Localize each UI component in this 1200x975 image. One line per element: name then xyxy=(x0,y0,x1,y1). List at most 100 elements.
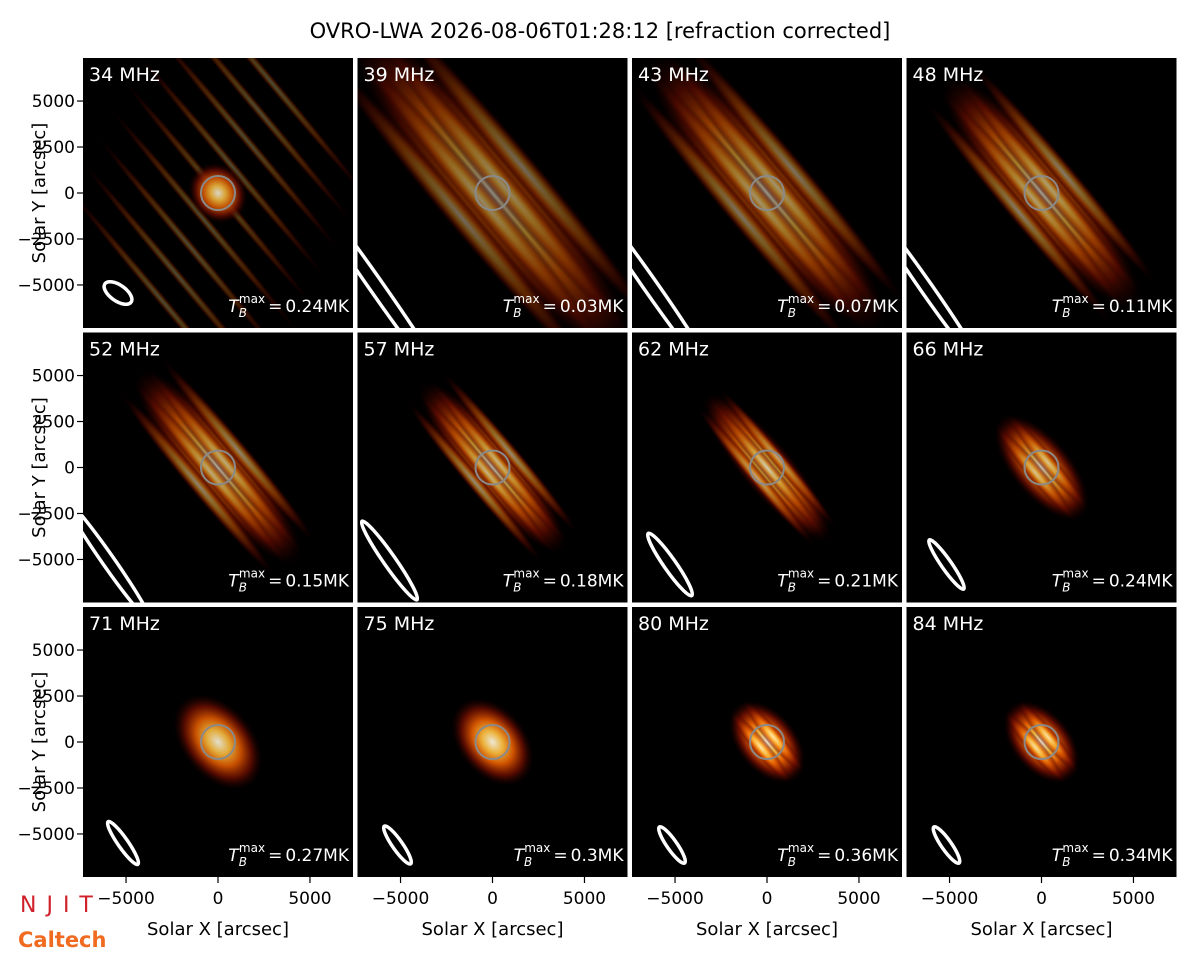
stripe xyxy=(743,701,804,773)
stripe xyxy=(972,64,1157,284)
beam xyxy=(357,179,455,328)
solar-disk xyxy=(1023,175,1060,211)
stripe xyxy=(697,407,815,546)
sidelobe xyxy=(135,58,329,281)
brightness-map xyxy=(83,58,353,328)
brightness-map xyxy=(697,389,837,546)
njit-logo: NJIT xyxy=(20,893,103,918)
stripe xyxy=(161,359,315,542)
panel xyxy=(906,58,1177,328)
tmax-symbol: T xyxy=(777,572,789,592)
tmax-label: TBmax = 0.36MK xyxy=(777,841,899,869)
tmax-equals: = xyxy=(1092,297,1106,317)
sidelobe xyxy=(83,159,274,328)
solar-disk xyxy=(474,449,511,486)
stripe xyxy=(419,392,555,553)
tmax-sub: B xyxy=(1062,581,1070,595)
y-tick-label: 5000 xyxy=(32,92,75,112)
y-axis-label: Solar Y [arcsec] xyxy=(29,123,50,264)
y-tick-label: −2500 xyxy=(17,779,75,799)
y-tick-label: −2500 xyxy=(17,230,75,250)
beam xyxy=(83,497,154,603)
brightness-map xyxy=(407,372,578,563)
y-tick-label: 0 xyxy=(64,459,75,479)
tmax-label: TBmax = 0.18MK xyxy=(503,567,625,595)
y-tick-label: −5000 xyxy=(17,276,75,296)
tmax-equals: = xyxy=(268,846,282,866)
beam xyxy=(102,279,134,307)
solar-disk xyxy=(749,175,785,211)
tmax-value: 0.15MK xyxy=(285,572,350,592)
tmax-sub: B xyxy=(239,855,247,869)
tmax-symbol: T xyxy=(514,846,526,866)
tmax-symbol: T xyxy=(228,572,240,592)
frequency-label: 34 MHz xyxy=(89,64,160,86)
y-tick-label: 5000 xyxy=(32,641,75,661)
frequency-label: 57 MHz xyxy=(364,339,435,361)
stripe xyxy=(442,372,578,533)
frequency-label: 84 MHz xyxy=(913,613,984,635)
brightness-map xyxy=(926,64,1157,322)
tmax-sup: max xyxy=(513,567,539,581)
solar-disk xyxy=(1023,449,1060,486)
beam xyxy=(381,824,414,866)
tmax-sub: B xyxy=(513,581,521,595)
stripe xyxy=(632,84,851,328)
tmax-sup: max xyxy=(239,567,265,581)
y-tick-label: 0 xyxy=(64,733,75,753)
tmax-sup: max xyxy=(788,292,814,306)
x-tick-label: 5000 xyxy=(1112,889,1155,909)
tmax-equals: = xyxy=(268,572,282,592)
tmax-equals: = xyxy=(543,572,557,592)
tmax-equals: = xyxy=(553,846,567,866)
tmax-label: TBmax = 0.24MK xyxy=(228,292,350,320)
tmax-sub: B xyxy=(239,306,247,320)
stripe xyxy=(683,58,902,302)
y-tick-label: −5000 xyxy=(17,825,75,845)
tmax-value: 0.11MK xyxy=(1109,297,1174,317)
x-axis-label: Solar X [arcsec] xyxy=(147,919,289,940)
tmax-value: 0.21MK xyxy=(834,572,899,592)
tmax-value: 0.27MK xyxy=(285,846,350,866)
x-tick-label: 0 xyxy=(762,889,773,909)
caltech-logo: Caltech xyxy=(18,928,106,952)
tmax-sup: max xyxy=(788,841,814,855)
tmax-symbol: T xyxy=(1052,846,1064,866)
stripe xyxy=(926,102,1111,322)
sidelobe xyxy=(162,58,353,227)
panel xyxy=(83,607,353,877)
panel xyxy=(906,332,1177,603)
beam xyxy=(927,538,966,591)
y-tick-label: −2500 xyxy=(17,504,75,524)
tmax-value: 0.3MK xyxy=(571,846,625,866)
tmax-value: 0.36MK xyxy=(834,846,899,866)
frequency-label: 62 MHz xyxy=(638,339,709,361)
frequency-label: 43 MHz xyxy=(638,64,709,86)
tmax-value: 0.07MK xyxy=(834,297,899,317)
tmax-symbol: T xyxy=(777,846,789,866)
panel xyxy=(83,332,353,603)
tmax-sup: max xyxy=(239,292,265,306)
x-tick-label: −5000 xyxy=(921,889,979,909)
solar-disk xyxy=(749,724,785,760)
beam xyxy=(632,196,718,328)
brightness-map xyxy=(1003,700,1080,784)
solar-disk xyxy=(200,449,236,486)
tmax-sup: max xyxy=(513,292,539,306)
tmax-sup: max xyxy=(239,841,265,855)
y-axis-label: Solar Y [arcsec] xyxy=(29,397,50,538)
brightness-map xyxy=(451,697,534,787)
tmax-symbol: T xyxy=(503,297,515,317)
blob xyxy=(451,697,534,787)
tmax-equals: = xyxy=(1092,572,1106,592)
solar-disk xyxy=(474,175,511,211)
tmax-value: 0.34MK xyxy=(1109,846,1174,866)
stripe xyxy=(357,65,591,328)
tmax-equals: = xyxy=(268,297,282,317)
panel xyxy=(83,58,353,328)
stripe xyxy=(394,58,628,321)
panel xyxy=(632,58,902,328)
tmax-sub: B xyxy=(1062,855,1070,869)
tmax-symbol: T xyxy=(1052,572,1064,592)
x-tick-label: 0 xyxy=(1036,889,1047,909)
